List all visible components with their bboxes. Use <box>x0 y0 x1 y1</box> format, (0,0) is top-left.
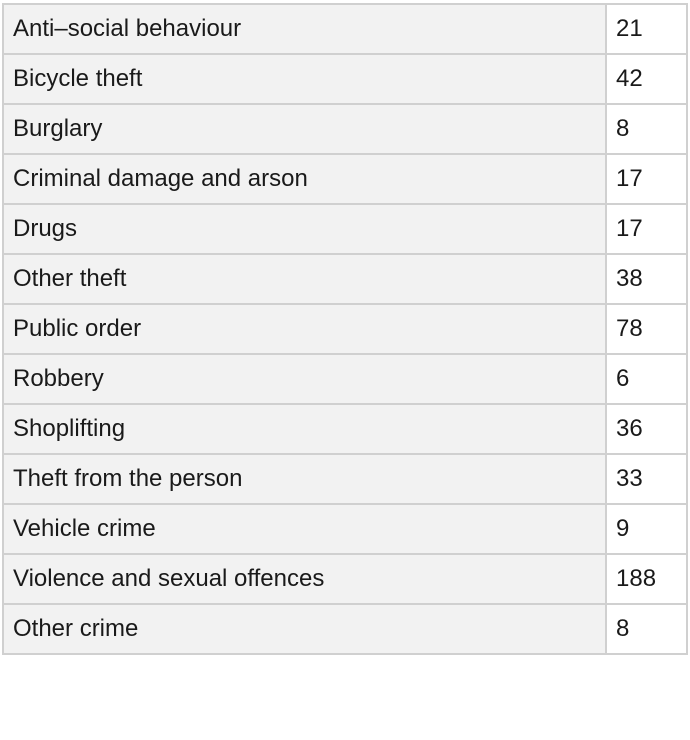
crime-category: Shoplifting <box>2 403 607 455</box>
table-row: Burglary 8 <box>2 103 688 155</box>
crime-category: Violence and sexual offences <box>2 553 607 605</box>
table-row: Violence and sexual offences 188 <box>2 553 688 605</box>
table-row: Public order 78 <box>2 303 688 355</box>
crime-count: 17 <box>605 203 688 255</box>
crime-category: Anti–social behaviour <box>2 3 607 55</box>
crime-count: 33 <box>605 453 688 505</box>
crime-category: Other crime <box>2 603 607 655</box>
crime-count: 42 <box>605 53 688 105</box>
table-row: Anti–social behaviour 21 <box>2 3 688 55</box>
table-row: Vehicle crime 9 <box>2 503 688 555</box>
crime-count: 8 <box>605 103 688 155</box>
table-row: Other crime 8 <box>2 603 688 655</box>
crime-count: 17 <box>605 153 688 205</box>
table-body: Anti–social behaviour 21 Bicycle theft 42 Bu… <box>2 3 688 655</box>
table-row: Drugs 17 <box>2 203 688 255</box>
table-row: Shoplifting 36 <box>2 403 688 455</box>
crime-category: Criminal damage and arson <box>2 153 607 205</box>
crime-category: Vehicle crime <box>2 503 607 555</box>
crime-category: Burglary <box>2 103 607 155</box>
table-row: Robbery 6 <box>2 353 688 405</box>
crime-category: Bicycle theft <box>2 53 607 105</box>
table-row: Theft from the person 33 <box>2 453 688 505</box>
table-row: Bicycle theft 42 <box>2 53 688 105</box>
crime-table: Anti–social behaviour 21 Bicycle theft 42 Bu… <box>2 3 688 655</box>
crime-count: 38 <box>605 253 688 305</box>
crime-category: Drugs <box>2 203 607 255</box>
crime-count: 36 <box>605 403 688 455</box>
crime-count: 9 <box>605 503 688 555</box>
table-row: Criminal damage and arson 17 <box>2 153 688 205</box>
table-row: Other theft 38 <box>2 253 688 305</box>
crime-count: 8 <box>605 603 688 655</box>
crime-count: 21 <box>605 3 688 55</box>
crime-category: Public order <box>2 303 607 355</box>
crime-count: 6 <box>605 353 688 405</box>
crime-category: Theft from the person <box>2 453 607 505</box>
crime-category: Other theft <box>2 253 607 305</box>
crime-count: 188 <box>605 553 688 605</box>
crime-count: 78 <box>605 303 688 355</box>
crime-category: Robbery <box>2 353 607 405</box>
